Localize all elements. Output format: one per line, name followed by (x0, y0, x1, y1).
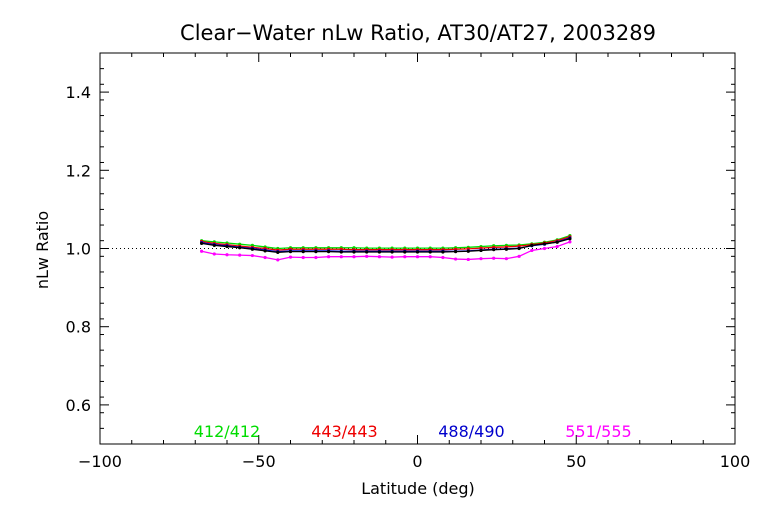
series-3 (200, 240, 572, 262)
legend: 412/412 443/443 488/490 551/555 (194, 422, 632, 441)
series-line (201, 238, 571, 254)
data-point (492, 248, 496, 252)
x-tick-label: −100 (78, 452, 122, 471)
data-point (352, 250, 356, 254)
data-point (339, 255, 343, 259)
y-tick-label: 1.0 (66, 240, 91, 259)
x-tick-label: 0 (412, 452, 422, 471)
data-point (454, 250, 458, 254)
data-point (530, 248, 534, 253)
data-point (504, 257, 508, 261)
data-point (327, 250, 331, 254)
data-point (276, 250, 280, 255)
data-point (263, 249, 267, 253)
series-line (201, 234, 571, 250)
series-layer (200, 233, 572, 262)
data-point (288, 250, 293, 254)
chart-title: Clear−Water nLw Ratio, AT30/AT27, 200328… (180, 21, 656, 45)
series-line (201, 236, 571, 251)
data-point (365, 254, 369, 258)
data-point (377, 250, 381, 254)
legend-label: 443/443 (311, 422, 377, 441)
data-point (466, 257, 470, 262)
data-point (542, 242, 547, 246)
data-point (377, 255, 381, 259)
data-point (454, 257, 458, 261)
data-point (530, 243, 534, 247)
x-tick-label: 100 (720, 452, 751, 471)
x-tick-label: 50 (566, 452, 586, 471)
x-tick-label: −50 (242, 452, 276, 471)
data-point (504, 247, 508, 251)
data-point (250, 253, 254, 258)
data-point (492, 256, 496, 260)
data-point (339, 250, 343, 254)
legend-label: 412/412 (194, 422, 260, 441)
data-point (276, 258, 280, 262)
data-point (479, 248, 483, 253)
series-line (201, 241, 571, 261)
y-axis-label: nLw Ratio (33, 211, 52, 289)
data-point (314, 255, 318, 260)
data-point (415, 255, 420, 259)
data-point (403, 255, 407, 259)
data-point (200, 241, 204, 246)
data-point (327, 255, 331, 259)
data-point (415, 250, 420, 254)
data-point (479, 257, 483, 261)
data-point (250, 247, 254, 251)
data-point (466, 249, 470, 253)
data-point (352, 255, 356, 259)
data-point (441, 255, 445, 260)
data-point (301, 255, 305, 260)
data-point (428, 255, 432, 259)
data-point (288, 255, 293, 259)
data-point (263, 255, 267, 260)
data-point (403, 250, 407, 254)
data-point (200, 249, 204, 253)
data-point (542, 246, 547, 251)
data-point (517, 254, 521, 258)
data-point (568, 240, 572, 244)
y-tick-label: 0.6 (66, 396, 91, 415)
data-point (238, 246, 242, 250)
data-point (225, 244, 229, 249)
x-axis-label: Latitude (deg) (361, 479, 475, 498)
axes: −100 −50 0 50 100 0.6 0.8 1.0 1.2 1.4 (66, 53, 751, 471)
data-point (390, 250, 394, 254)
data-point (212, 243, 216, 247)
series-4 (200, 237, 572, 255)
data-point (314, 250, 318, 254)
data-point (212, 252, 216, 256)
data-point (555, 244, 559, 249)
y-tick-label: 1.4 (66, 83, 91, 102)
data-point (555, 240, 559, 244)
data-point (390, 255, 394, 259)
data-point (301, 250, 305, 254)
data-point (568, 237, 572, 241)
y-tick-label: 0.8 (66, 318, 91, 337)
y-tick-label: 1.2 (66, 161, 91, 180)
data-point (517, 246, 521, 251)
data-point (225, 253, 229, 257)
legend-label: 551/555 (565, 422, 631, 441)
data-point (365, 250, 369, 254)
data-point (441, 250, 445, 254)
legend-label: 488/490 (438, 422, 504, 441)
data-point (428, 250, 432, 254)
data-point (238, 253, 242, 257)
